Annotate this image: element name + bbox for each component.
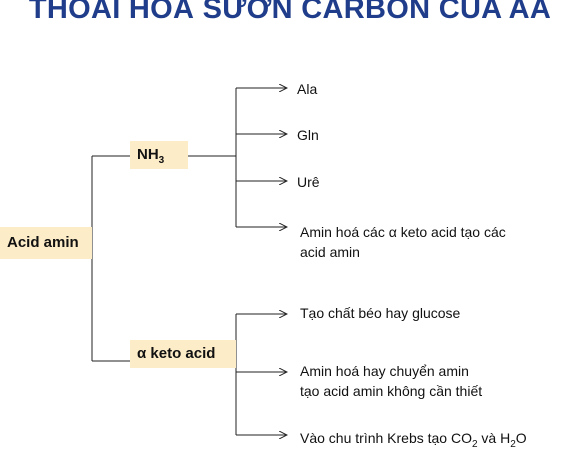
product-transamination-line1: Amin hoá hay chuyển amin <box>300 363 469 379</box>
product-ala: Ala <box>297 81 318 97</box>
co2-subscript: 2 <box>471 438 478 450</box>
keto-acid-box: α keto acid <box>130 340 236 368</box>
product-amination: Amin hoá các α keto acid tạo các acid am… <box>300 222 506 262</box>
product-amination-line2: acid amin <box>300 244 360 260</box>
acid-amin-box: Acid amin <box>0 227 92 259</box>
product-transamination: Amin hoá hay chuyển amin tạo acid amin k… <box>300 361 482 401</box>
krebs-text-pre: Vào chu trình Krebs tạo CO <box>300 430 472 446</box>
product-krebs: Vào chu trình Krebs tạo CO2 và H2O <box>300 428 527 450</box>
product-gln: Gln <box>297 127 319 143</box>
h2o-subscript: 2 <box>510 438 516 450</box>
krebs-text-mid: và H <box>477 430 511 446</box>
nh3-base: NH <box>137 146 159 163</box>
product-transamination-line2: tạo acid amin không cần thiết <box>300 383 483 399</box>
diagram-title: THOÁI HOÁ SƯỜN CARBON CỦA AA <box>28 0 552 25</box>
nh3-subscript: 3 <box>158 155 165 166</box>
product-ure: Urê <box>297 174 320 190</box>
nh3-box: NH3 <box>130 141 188 169</box>
product-fat-glucose: Tạo chất béo hay glucose <box>300 305 461 321</box>
krebs-text-post: O <box>515 430 527 446</box>
product-amination-line1: Amin hoá các α keto acid tạo các <box>300 224 506 240</box>
